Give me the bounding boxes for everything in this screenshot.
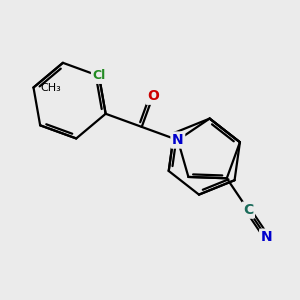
Text: Cl: Cl bbox=[92, 70, 106, 83]
Text: N: N bbox=[261, 230, 272, 244]
Text: CH₃: CH₃ bbox=[40, 82, 61, 92]
Text: N: N bbox=[172, 133, 184, 147]
Text: C: C bbox=[243, 203, 254, 217]
Text: O: O bbox=[147, 89, 159, 103]
